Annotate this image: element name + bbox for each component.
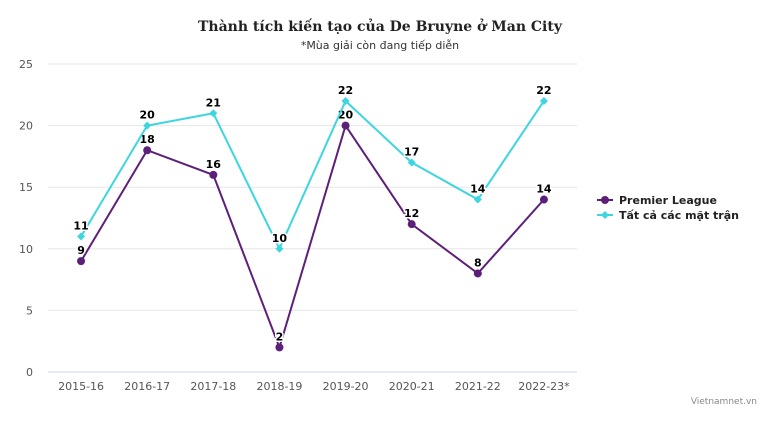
data-label: 14	[536, 183, 552, 196]
data-point	[539, 96, 548, 105]
data-label: 12	[404, 207, 419, 220]
x-tick-label: 2021-22	[455, 380, 501, 393]
x-tick-label: 2017-18	[190, 380, 236, 393]
y-tick-label: 0	[26, 366, 33, 379]
data-label: 21	[206, 96, 221, 109]
data-point	[209, 109, 218, 118]
data-label: 2	[276, 330, 284, 343]
data-point	[539, 195, 548, 204]
data-label: 8	[474, 256, 482, 269]
x-tick-label: 2022-23*	[518, 380, 570, 393]
x-tick-label: 2020-21	[389, 380, 435, 393]
data-point	[407, 220, 416, 229]
data-point	[209, 170, 218, 179]
series-line-1	[80, 99, 545, 252]
data-point	[341, 121, 350, 130]
data-point	[473, 269, 482, 278]
data-label: 16	[206, 158, 222, 171]
data-label: 18	[140, 133, 155, 146]
data-point	[143, 146, 152, 155]
data-point	[77, 257, 86, 266]
data-point	[275, 244, 284, 253]
data-label: 22	[338, 84, 353, 97]
chart-title: Thành tích kiến tạo của De Bruyne ở Man …	[198, 17, 563, 35]
legend-item: Premier League	[619, 194, 717, 207]
data-point	[143, 121, 152, 130]
legend-marker	[601, 211, 609, 219]
data-label: 11	[73, 219, 88, 232]
legend-marker	[601, 196, 609, 204]
y-tick-label: 15	[19, 181, 33, 194]
data-label: 14	[470, 183, 486, 196]
data-label: 20	[140, 109, 156, 122]
x-tick-label: 2016-17	[124, 380, 170, 393]
x-tick-label: 2019-20	[323, 380, 369, 393]
x-tick-label: 2015-16	[58, 380, 104, 393]
credit: Vietnamnet.vn	[691, 397, 757, 407]
data-label: 9	[77, 244, 85, 257]
y-tick-label: 25	[19, 58, 33, 71]
y-tick-label: 20	[19, 120, 33, 133]
data-label: 22	[536, 84, 551, 97]
chart-subtitle: *Mùa giải còn đang tiếp diễn	[301, 39, 459, 52]
legend-item: Tất cả các mặt trận	[619, 209, 739, 222]
data-point	[473, 195, 482, 204]
y-tick-label: 5	[26, 304, 33, 317]
data-label: 10	[272, 232, 288, 245]
data-point	[77, 232, 86, 241]
data-point	[407, 158, 416, 167]
data-point	[341, 96, 350, 105]
series-line-0	[80, 123, 545, 351]
x-tick-label: 2018-19	[256, 380, 302, 393]
data-point	[275, 343, 284, 352]
data-label: 17	[404, 146, 419, 159]
y-tick-label: 10	[19, 243, 33, 256]
